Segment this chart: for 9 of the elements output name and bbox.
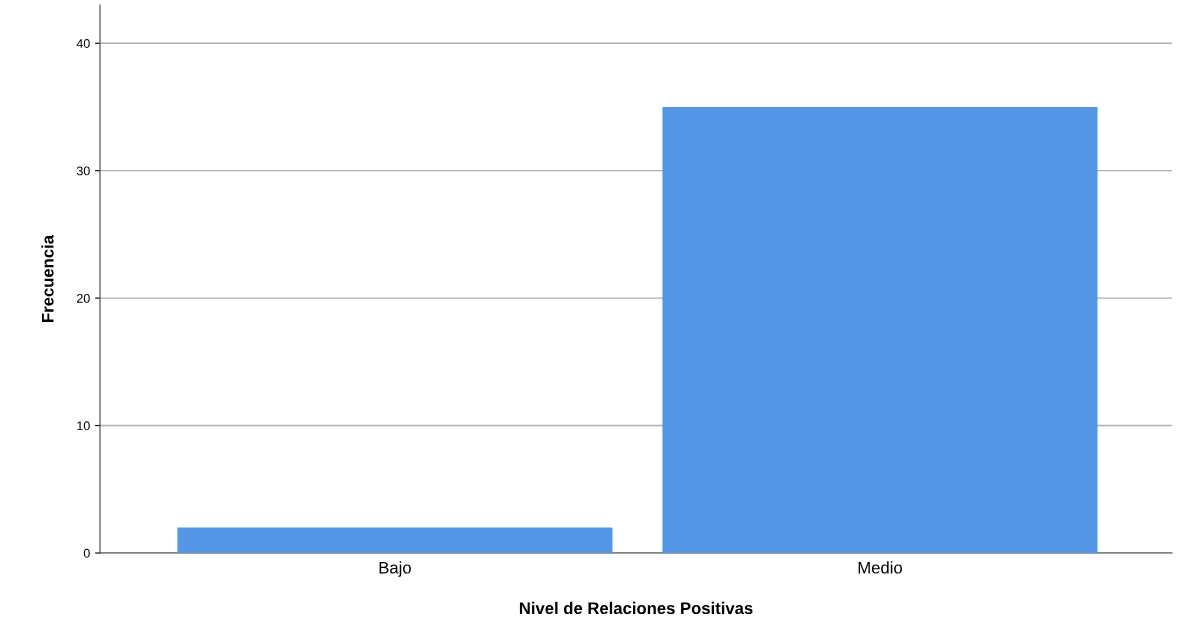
x-tick-label: Medio <box>858 561 902 574</box>
x-tick-label: Bajo <box>379 561 411 577</box>
y-tick-label: 20 <box>77 293 90 303</box>
y-tick-label: 40 <box>76 39 90 48</box>
y-tick-label: 30 <box>76 166 90 176</box>
y-axis-title: Frecuencia <box>41 234 54 322</box>
x-axis-title: Nivel de Relaciones Positivas <box>519 601 753 615</box>
y-tick-label: 10 <box>77 421 90 431</box>
y-tick-label: 0 <box>83 548 90 558</box>
